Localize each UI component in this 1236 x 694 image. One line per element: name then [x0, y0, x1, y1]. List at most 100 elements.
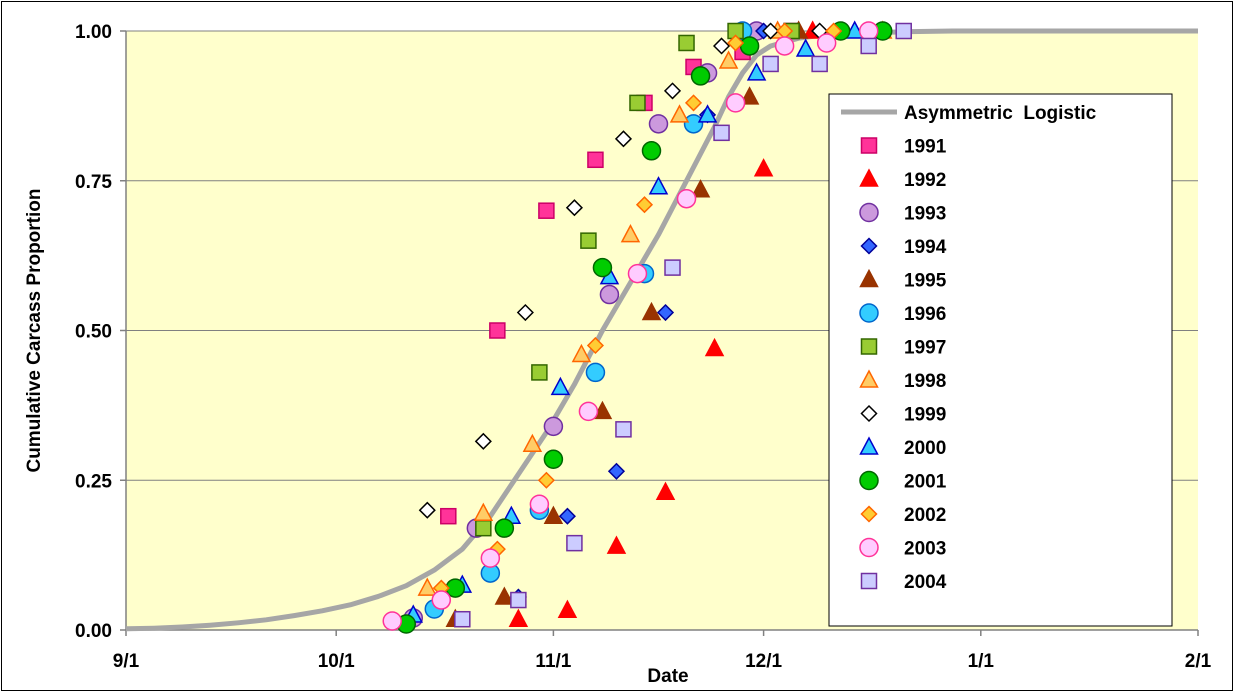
- data-point-1994: [607, 462, 626, 480]
- legend-marker-1999: [860, 404, 878, 423]
- data-point-1992: [704, 337, 725, 357]
- legend-label-1995: 1995: [904, 271, 947, 292]
- data-point-2003: [627, 263, 648, 284]
- data-point-2004: [762, 55, 779, 73]
- x-axis-title: Date: [647, 666, 688, 687]
- y-tick-label: 0.50: [75, 322, 112, 343]
- legend-marker-1995: [859, 268, 879, 288]
- data-point-1992: [606, 535, 627, 554]
- data-point-1999: [614, 130, 633, 148]
- data-point-2000: [648, 176, 669, 195]
- data-point-2002: [537, 471, 555, 489]
- data-point-2004: [454, 610, 471, 628]
- data-point-2004: [664, 259, 681, 276]
- data-point-1998: [669, 104, 690, 123]
- data-point-2001: [739, 36, 760, 56]
- data-point-2004: [860, 37, 877, 55]
- legend-label-1999: 1999: [904, 405, 946, 426]
- legend-label-2000: 2000: [904, 438, 946, 459]
- data-point-1997: [629, 94, 646, 112]
- y-tick-label: 0.25: [75, 471, 112, 492]
- legend-marker-1991: [860, 137, 878, 154]
- legend-box: [828, 93, 1173, 627]
- legend: Asymmetric Logistic 1991 1992 1993 1994 1995 1…: [828, 93, 1173, 627]
- legend-marker-2004: [860, 572, 878, 590]
- data-point-1995: [494, 586, 515, 605]
- data-point-1998: [473, 502, 494, 521]
- data-point-1999: [712, 37, 731, 55]
- data-point-2003: [480, 548, 501, 568]
- data-point-1992: [508, 608, 529, 627]
- axes: 0.00 0.25 0.50 0.75 1.00 9/1 10/1 11/1 12/1 1/1 2/…: [75, 22, 1212, 672]
- data-point-2002: [684, 94, 703, 112]
- data-point-2004: [510, 591, 527, 609]
- data-point-2000: [697, 104, 718, 123]
- data-point-2002: [727, 34, 745, 52]
- legend-marker-1994: [860, 237, 878, 255]
- data-point-1997: [475, 519, 492, 537]
- legend-marker-2003: [859, 537, 879, 558]
- data-point-1991: [538, 202, 555, 219]
- legend-marker-1996: [859, 303, 879, 323]
- data-point-2003: [529, 494, 550, 514]
- x-tick-label: 9/1: [113, 651, 140, 672]
- data-point-1999: [663, 82, 682, 100]
- legend-marker-2001: [859, 470, 879, 491]
- legend-label-1997: 1997: [904, 338, 946, 359]
- data-point-2000: [795, 38, 816, 57]
- data-point-2000: [550, 376, 571, 396]
- data-point-2004: [566, 534, 583, 552]
- data-point-1995: [641, 301, 662, 321]
- legend-marker-2002: [860, 505, 878, 523]
- data-point-2002: [586, 336, 604, 355]
- data-point-2003: [774, 36, 795, 56]
- data-point-1998: [718, 50, 739, 69]
- data-point-1999: [418, 501, 436, 519]
- data-point-1994: [656, 303, 675, 322]
- data-point-2003: [431, 590, 452, 610]
- data-point-2003: [676, 188, 697, 209]
- data-point-1999: [474, 432, 492, 450]
- data-point-1997: [580, 232, 597, 249]
- legend-marker-1992: [859, 168, 879, 187]
- legend-label-1992: 1992: [904, 170, 946, 191]
- data-point-1992: [655, 481, 676, 500]
- data-point-1998: [417, 577, 438, 596]
- data-point-2003: [816, 33, 837, 53]
- data-point-1998: [522, 433, 543, 453]
- legend-label-2002: 2002: [904, 505, 946, 526]
- legend-label-1994: 1994: [904, 237, 947, 258]
- data-point-2003: [858, 21, 879, 41]
- series-2004: [454, 22, 912, 628]
- data-point-2001: [641, 141, 662, 161]
- data-point-1992: [753, 158, 774, 177]
- legend-marker-1993: [859, 202, 879, 223]
- data-point-2001: [543, 449, 564, 470]
- legend-label-1996: 1996: [904, 304, 946, 325]
- data-point-2003: [578, 401, 599, 422]
- legend-label-2004: 2004: [904, 572, 947, 593]
- legend-label-fit: Asymmetric Logistic: [904, 103, 1097, 124]
- data-point-2001: [690, 66, 711, 86]
- legend-label-2003: 2003: [904, 539, 946, 560]
- series-2003: [382, 21, 879, 631]
- legend-label-2001: 2001: [904, 472, 947, 493]
- data-point-1995: [592, 400, 613, 420]
- data-point-1999: [565, 199, 583, 217]
- data-point-1992: [557, 599, 578, 618]
- data-point-1993: [543, 416, 564, 437]
- data-point-1991: [440, 507, 457, 525]
- data-point-2001: [494, 518, 515, 538]
- data-point-2004: [713, 124, 730, 142]
- series-1999: [418, 22, 829, 519]
- data-point-1999: [516, 303, 534, 322]
- y-tick-label: 1.00: [75, 22, 112, 43]
- data-point-2002: [635, 196, 654, 214]
- data-point-1993: [599, 284, 620, 305]
- data-point-2003: [382, 611, 402, 631]
- x-tick-label: 11/1: [535, 651, 571, 672]
- data-point-1997: [531, 364, 548, 381]
- data-point-1998: [620, 224, 641, 243]
- series-1991: [440, 22, 800, 525]
